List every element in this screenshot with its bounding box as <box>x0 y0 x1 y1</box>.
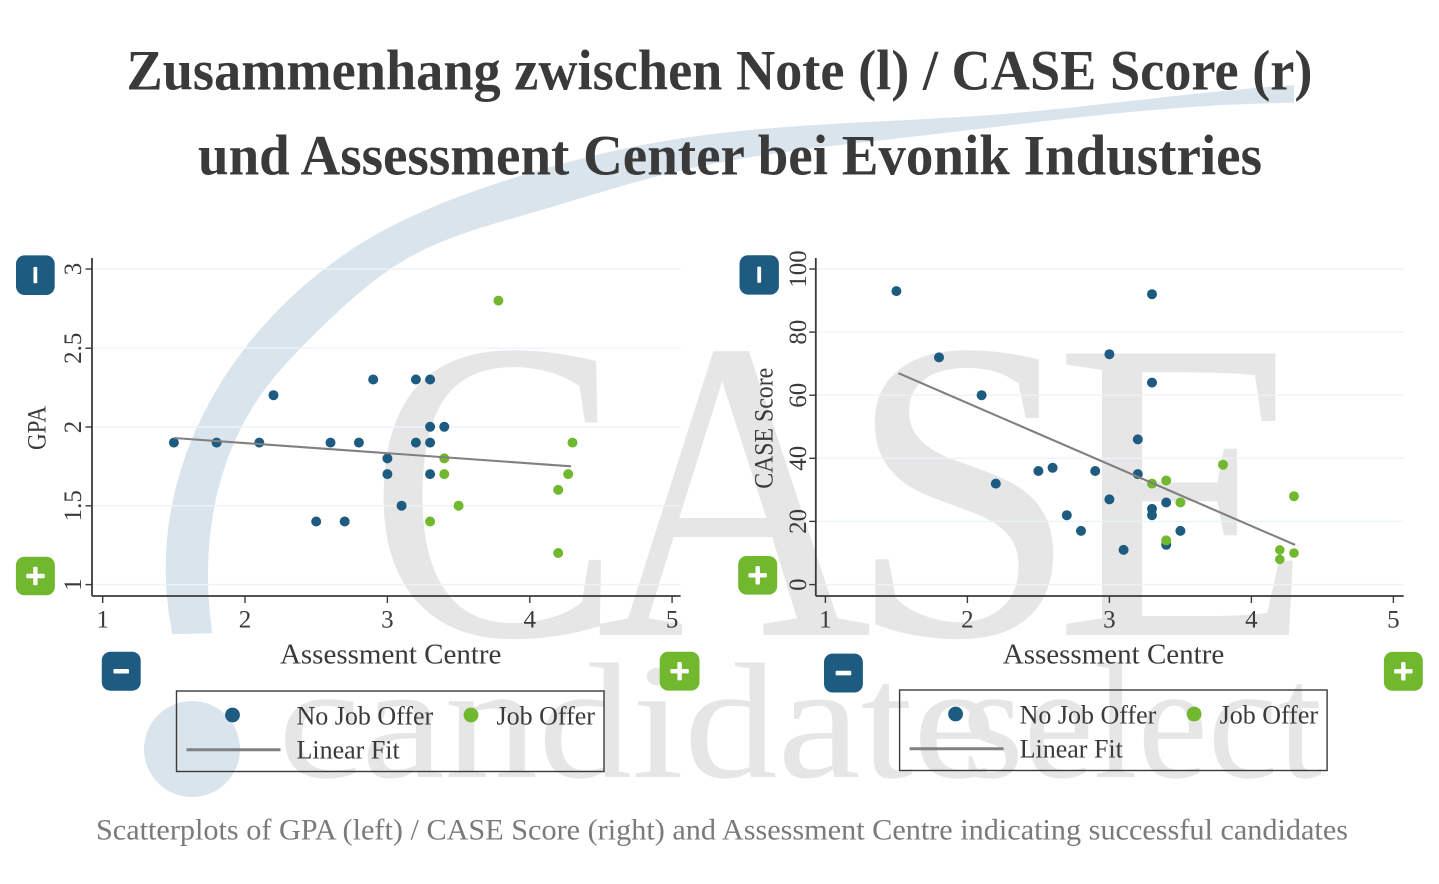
svg-text:GPA: GPA <box>23 406 52 450</box>
svg-text:3: 3 <box>1103 607 1116 634</box>
svg-text:select: select <box>962 630 1322 813</box>
svg-text:40: 40 <box>785 446 812 471</box>
svg-text:No Job Offer: No Job Offer <box>297 702 434 731</box>
svg-text:1: 1 <box>819 607 832 634</box>
svg-text:Linear Fit: Linear Fit <box>297 736 401 765</box>
svg-text:Scatterplots of GPA (left) / C: Scatterplots of GPA (left) / CASE Score … <box>96 813 1348 846</box>
svg-text:2: 2 <box>60 421 87 434</box>
svg-text:Linear Fit: Linear Fit <box>1020 735 1124 764</box>
svg-text:Assessment Centre: Assessment Centre <box>280 638 502 670</box>
svg-text:20: 20 <box>785 509 812 534</box>
svg-text:2: 2 <box>239 607 252 634</box>
svg-text:80: 80 <box>785 320 812 345</box>
svg-text:2.5: 2.5 <box>60 333 87 364</box>
svg-text:Assessment Centre: Assessment Centre <box>1003 638 1225 670</box>
svg-text:Job Offer: Job Offer <box>1220 701 1319 730</box>
svg-text:candidate: candidate <box>278 630 996 813</box>
svg-text:4: 4 <box>524 607 537 634</box>
svg-text:CASE Score: CASE Score <box>749 368 778 489</box>
svg-text:No Job Offer: No Job Offer <box>1020 701 1157 730</box>
svg-text:1: 1 <box>60 578 87 591</box>
svg-text:C: C <box>368 253 622 729</box>
svg-text:60: 60 <box>785 383 812 408</box>
svg-text:3: 3 <box>381 607 394 634</box>
svg-text:und Assessment Center bei Evon: und Assessment Center bei Evonik Industr… <box>198 124 1262 187</box>
svg-text:1: 1 <box>96 607 109 634</box>
svg-text:100: 100 <box>785 250 812 288</box>
svg-text:5: 5 <box>666 607 679 634</box>
svg-text:5: 5 <box>1387 607 1400 634</box>
svg-text:4: 4 <box>1245 607 1258 634</box>
svg-text:Job Offer: Job Offer <box>497 702 596 731</box>
svg-text:0: 0 <box>785 578 812 591</box>
svg-text:3: 3 <box>60 263 87 276</box>
svg-text:2: 2 <box>961 607 974 634</box>
svg-text:1.5: 1.5 <box>60 490 87 521</box>
svg-text:Zusammenhang zwischen Note (l): Zusammenhang zwischen Note (l) / CASE Sc… <box>127 40 1313 103</box>
